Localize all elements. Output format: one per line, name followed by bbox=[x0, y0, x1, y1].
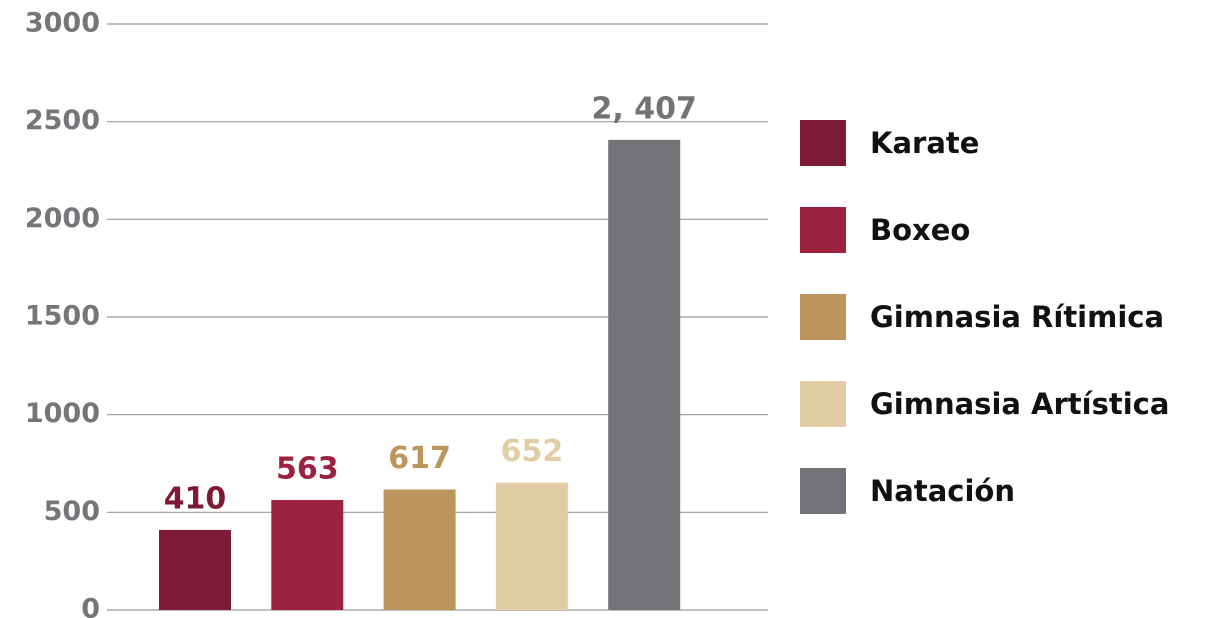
bar bbox=[159, 529, 231, 610]
legend-label: Karate bbox=[870, 126, 979, 160]
y-tick-label: 2000 bbox=[25, 203, 100, 234]
bar bbox=[608, 139, 681, 610]
data-label: 617 bbox=[388, 441, 451, 476]
bar bbox=[271, 500, 344, 610]
y-tick-label: 3000 bbox=[25, 8, 100, 39]
data-label: 652 bbox=[501, 434, 564, 469]
y-tick-label: 1000 bbox=[25, 398, 100, 429]
legend-swatch bbox=[800, 294, 846, 340]
y-tick-label: 1500 bbox=[25, 301, 100, 332]
legend-swatch bbox=[800, 468, 846, 514]
legend-swatch bbox=[800, 207, 846, 253]
data-label: 410 bbox=[164, 481, 227, 516]
bar bbox=[495, 482, 568, 610]
data-label: 563 bbox=[276, 452, 339, 487]
y-tick-label: 2500 bbox=[25, 105, 100, 136]
data-label: 2, 407 bbox=[592, 91, 697, 126]
y-tick-label: 500 bbox=[44, 496, 100, 527]
legend-label: Gimnasia Artística bbox=[870, 387, 1169, 421]
legend-swatch bbox=[800, 120, 846, 166]
bar bbox=[383, 489, 456, 610]
legend-label: Gimnasia Rítimica bbox=[870, 300, 1164, 334]
legend-label: Natación bbox=[870, 474, 1015, 508]
legend-label: Boxeo bbox=[870, 213, 970, 247]
legend-swatch bbox=[800, 381, 846, 427]
y-tick-label: 0 bbox=[81, 594, 100, 618]
